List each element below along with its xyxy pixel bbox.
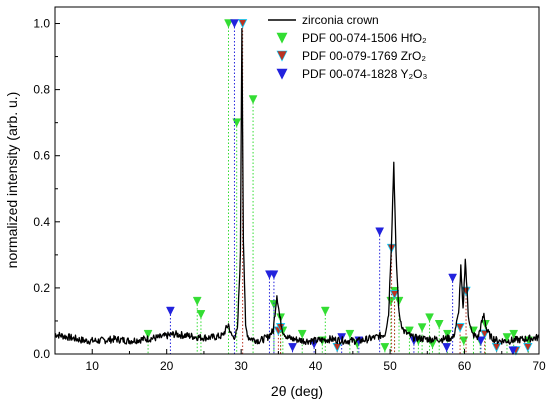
legend-marker-swatch (276, 68, 288, 80)
legend-label-1: PDF 00-074-1506 HfO₂ (302, 31, 427, 45)
reference-marker (166, 306, 175, 316)
plot-frame (54, 6, 540, 355)
reference-marker (394, 296, 404, 306)
reference-marker (509, 329, 519, 339)
reference-marker (297, 329, 307, 339)
reference-marker (375, 227, 385, 237)
reference-marker (459, 336, 469, 346)
y-tick-label-0: 0.0 (33, 347, 50, 361)
reference-marker (332, 342, 342, 353)
y-tick-label-3: 0.6 (33, 149, 50, 163)
x-tick-label-10: 10 (86, 359, 100, 373)
legend-item-1: PDF 00-074-1506 HfO₂ (276, 31, 427, 45)
reference-marker (380, 343, 390, 352)
reference-marker (508, 346, 518, 356)
reference-marker (288, 343, 297, 352)
x-axis-label: 2θ (deg) (271, 383, 323, 399)
reference-marker (479, 329, 490, 340)
reference-marker (405, 326, 414, 336)
data-line-layer (54, 28, 540, 346)
reference-marker (502, 333, 512, 343)
x-tick-label-30: 30 (234, 359, 248, 373)
reference-marker (224, 19, 233, 29)
reference-marker (442, 343, 452, 352)
reference-marker (143, 329, 153, 339)
reference-marker (232, 118, 242, 128)
legend-item-3: PDF 00-074-1828 Y₂O₃ (276, 67, 428, 81)
x-tick-label-70: 70 (532, 359, 546, 373)
y-tick-label-5: 1.0 (33, 17, 50, 31)
x-tick-label-50: 50 (383, 359, 397, 373)
x-tick-label-60: 60 (458, 359, 472, 373)
legend-item-0: zirconia crown (268, 13, 379, 27)
reference-marker (345, 329, 355, 339)
reference-marker (320, 306, 330, 316)
legend: zirconia crown PDF 00-074-1506 HfO₂ PDF 00… (268, 13, 428, 81)
reference-marker (455, 323, 465, 333)
x-tick-label-20: 20 (160, 359, 174, 373)
marker-series-0 (143, 19, 533, 354)
series-line-0 (54, 28, 540, 346)
legend-marker-swatch (276, 50, 288, 62)
x-tick-label-40: 40 (309, 359, 323, 373)
axis-ticks: 10 20 30 40 50 60 70 0.0 0.2 0.4 0.6 0.8 1.0 (33, 17, 546, 373)
reference-marker (386, 296, 396, 306)
reference-marker (230, 19, 239, 29)
y-tick-label-2: 0.4 (33, 215, 50, 229)
reference-marker (237, 19, 248, 29)
legend-item-2: PDF 00-079-1769 ZrO₂ (276, 49, 426, 63)
legend-label-0: zirconia crown (302, 13, 379, 27)
reference-marker (192, 296, 202, 306)
legend-marker-swatch (276, 32, 288, 44)
reference-marker (443, 329, 452, 339)
reference-marker (491, 342, 502, 353)
y-axis-label: normalized intensity (arb. u.) (4, 92, 20, 269)
legend-label-2: PDF 00-079-1769 ZrO₂ (302, 49, 426, 63)
reference-marker (196, 310, 206, 319)
reference-marker (425, 313, 434, 323)
reference-marker (434, 320, 444, 329)
reference-marker (417, 323, 427, 333)
reference-marker (476, 336, 486, 346)
reference-marker (448, 273, 458, 283)
reference-marker (389, 290, 400, 300)
y-tick-label-4: 0.8 (33, 83, 50, 97)
reference-marker (523, 342, 533, 353)
legend-label-3: PDF 00-074-1828 Y₂O₃ (302, 67, 428, 81)
reference-marker (248, 95, 258, 105)
reference-marker (269, 270, 279, 280)
y-tick-label-1: 0.2 (33, 281, 50, 295)
